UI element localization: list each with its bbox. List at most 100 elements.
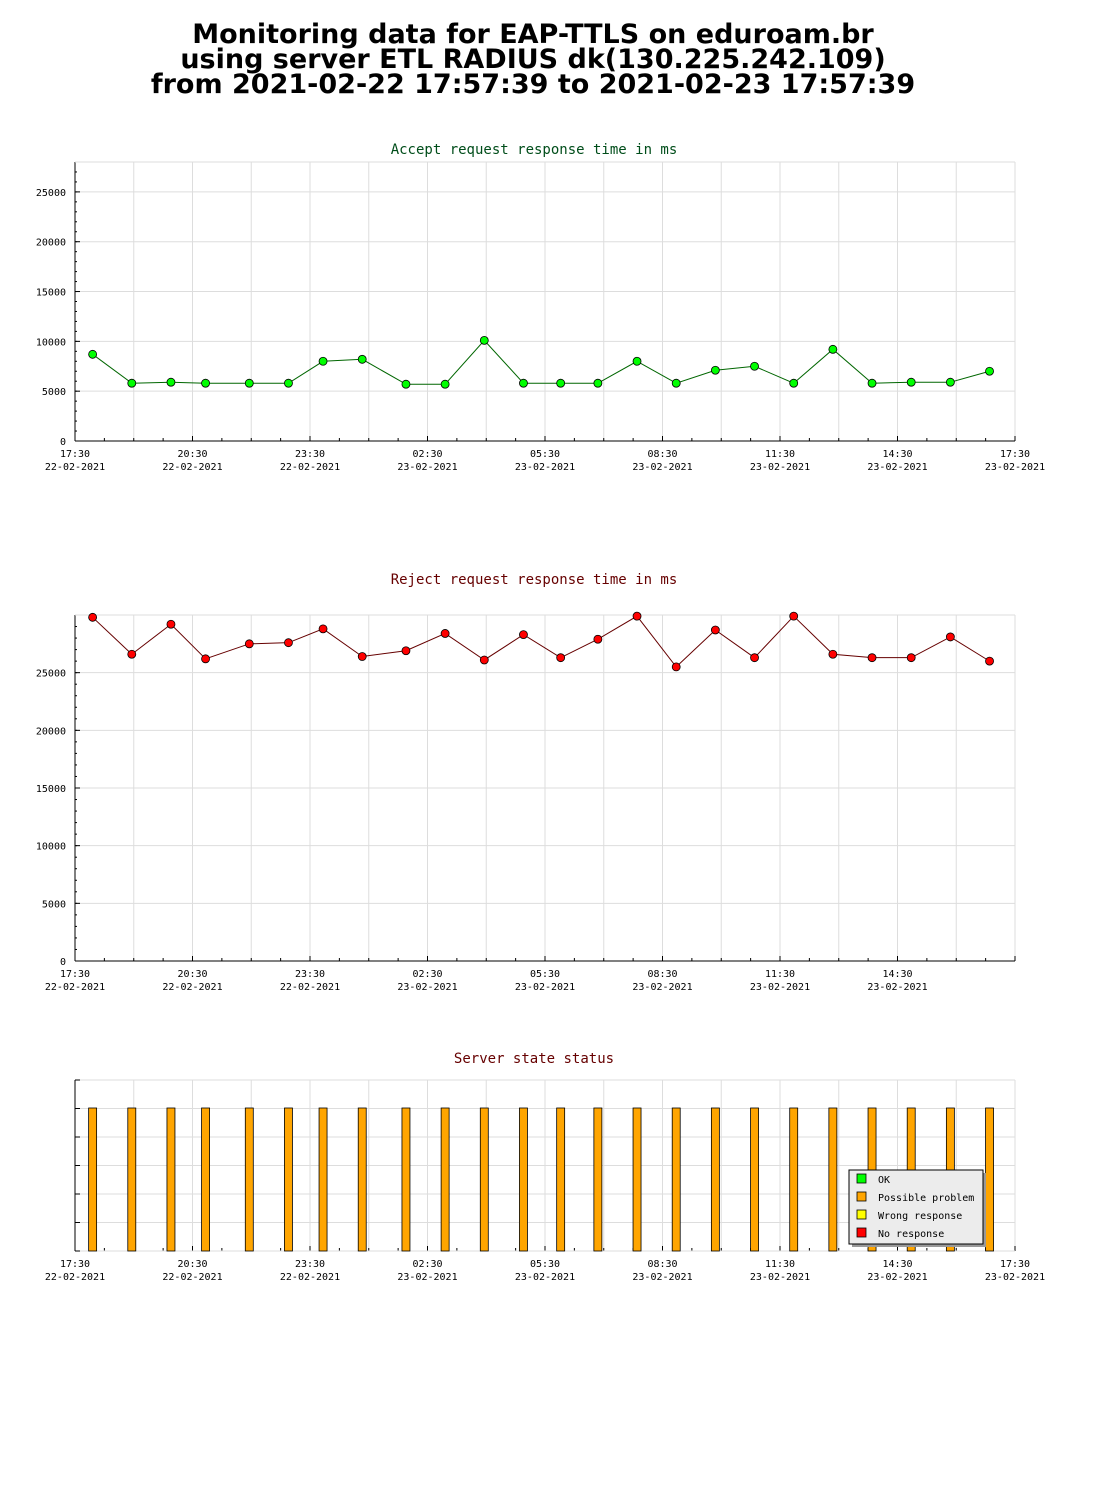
data-point bbox=[284, 638, 293, 648]
legend-swatch bbox=[856, 1191, 867, 1202]
header-line-2: using server ETL RADIUS dk(130.225.242.1… bbox=[180, 44, 886, 75]
x-tick-date: 23-02-2021 bbox=[397, 1272, 457, 1283]
data-point bbox=[710, 365, 720, 375]
data-point bbox=[556, 378, 566, 388]
x-tick-date: 22-02-2021 bbox=[45, 462, 105, 473]
status-bar bbox=[789, 1107, 799, 1252]
data-point bbox=[318, 624, 328, 634]
data-point bbox=[357, 354, 367, 364]
x-tick-date: 23-02-2021 bbox=[750, 982, 810, 993]
data-point bbox=[710, 625, 720, 635]
status-bar bbox=[556, 1107, 566, 1252]
y-tick-label: 25000 bbox=[36, 188, 66, 199]
y-tick-label: 20000 bbox=[36, 726, 66, 737]
legend-label: Possible problem bbox=[878, 1193, 974, 1204]
x-tick-time: 11:30 bbox=[765, 969, 795, 980]
x-tick-time: 20:30 bbox=[177, 1259, 207, 1270]
data-point bbox=[519, 630, 528, 640]
data-point bbox=[479, 655, 489, 665]
x-tick-date: 22-02-2021 bbox=[162, 462, 222, 473]
data-point bbox=[166, 619, 176, 629]
data-point bbox=[945, 377, 955, 387]
status-bar bbox=[244, 1107, 254, 1252]
data-point bbox=[440, 379, 450, 389]
status-bar bbox=[519, 1107, 528, 1252]
x-tick-time: 02:30 bbox=[412, 969, 442, 980]
x-tick-time: 02:30 bbox=[412, 1259, 442, 1270]
x-tick-time: 17:30 bbox=[60, 969, 90, 980]
data-point bbox=[401, 379, 411, 389]
data-point bbox=[985, 656, 994, 666]
x-tick-date: 23-02-2021 bbox=[632, 462, 692, 473]
x-tick-date: 22-02-2021 bbox=[280, 462, 340, 473]
x-tick-time: 17:30 bbox=[1000, 449, 1030, 460]
x-tick-date: 23-02-2021 bbox=[985, 1272, 1045, 1283]
data-point bbox=[318, 356, 328, 366]
data-point bbox=[867, 653, 877, 663]
status-bar bbox=[166, 1107, 176, 1252]
x-tick-date: 23-02-2021 bbox=[867, 1272, 927, 1283]
data-point bbox=[88, 612, 98, 622]
x-tick-time: 17:30 bbox=[60, 449, 90, 460]
status-bar bbox=[671, 1107, 681, 1252]
status-bar bbox=[201, 1107, 210, 1252]
accept-response-chart: Accept request response time in ms 17:30 2… bbox=[36, 142, 1045, 473]
y-tick-label: 15000 bbox=[36, 288, 66, 299]
data-point bbox=[244, 378, 254, 388]
x-tick-time: 08:30 bbox=[647, 969, 677, 980]
x-tick-date: 23-02-2021 bbox=[867, 982, 927, 993]
x-tick-time: 05:30 bbox=[530, 1259, 560, 1270]
status-bar bbox=[357, 1107, 367, 1252]
status-bar bbox=[284, 1107, 293, 1252]
legend-label: Wrong response bbox=[878, 1211, 962, 1222]
y-tick-label: 5000 bbox=[42, 387, 66, 398]
y-tick-label: 15000 bbox=[36, 784, 66, 795]
server-state-chart: Server state status 17:30 22-02-2021 20:30 2… bbox=[45, 1051, 1045, 1283]
y-tick-label: 5000 bbox=[42, 899, 66, 910]
x-tick-date: 22-02-2021 bbox=[162, 982, 222, 993]
data-point bbox=[519, 378, 528, 388]
data-point bbox=[127, 649, 137, 659]
data-point bbox=[867, 378, 877, 388]
data-point bbox=[828, 649, 838, 659]
x-tick-date: 22-02-2021 bbox=[280, 982, 340, 993]
x-tick-date: 22-02-2021 bbox=[162, 1272, 222, 1283]
data-point bbox=[945, 632, 955, 642]
data-point bbox=[632, 611, 642, 621]
legend-swatch bbox=[856, 1173, 867, 1184]
legend-label: No response bbox=[878, 1229, 944, 1240]
x-tick-date: 23-02-2021 bbox=[867, 462, 927, 473]
data-point bbox=[985, 366, 994, 376]
status-bar bbox=[318, 1107, 328, 1252]
x-tick-date: 22-02-2021 bbox=[280, 1272, 340, 1283]
x-tick-time: 14:30 bbox=[882, 969, 912, 980]
x-tick-time: 08:30 bbox=[647, 1259, 677, 1270]
data-point bbox=[127, 378, 137, 388]
x-tick-date: 22-02-2021 bbox=[45, 1272, 105, 1283]
x-tick-time: 05:30 bbox=[530, 449, 560, 460]
series-line bbox=[92, 615, 990, 668]
status-bar bbox=[88, 1107, 98, 1252]
y-tick-label: 25000 bbox=[36, 669, 66, 680]
legend-swatch bbox=[856, 1227, 867, 1238]
header-line-1: Monitoring data for EAP-TTLS on eduroam.… bbox=[192, 19, 874, 50]
x-tick-date: 23-02-2021 bbox=[515, 462, 575, 473]
status-bar bbox=[985, 1107, 994, 1252]
reject-response-chart: Reject request response time in ms 17:30 2… bbox=[36, 572, 1016, 993]
y-tick-label: 20000 bbox=[36, 238, 66, 249]
data-point bbox=[671, 662, 681, 672]
x-tick-date: 23-02-2021 bbox=[985, 462, 1045, 473]
data-point bbox=[906, 377, 916, 387]
header-line-3: from 2021-02-22 17:57:39 to 2021-02-23 1… bbox=[150, 69, 916, 100]
x-tick-time: 20:30 bbox=[177, 449, 207, 460]
data-point bbox=[244, 639, 254, 649]
data-point bbox=[166, 377, 176, 387]
status-bar bbox=[127, 1107, 137, 1252]
status-bar bbox=[401, 1107, 411, 1252]
x-tick-date: 23-02-2021 bbox=[632, 1272, 692, 1283]
data-point bbox=[357, 652, 367, 661]
y-tick-label: 10000 bbox=[36, 337, 66, 348]
x-tick-time: 17:30 bbox=[60, 1259, 90, 1270]
x-tick-date: 23-02-2021 bbox=[515, 982, 575, 993]
series-line bbox=[92, 339, 990, 385]
